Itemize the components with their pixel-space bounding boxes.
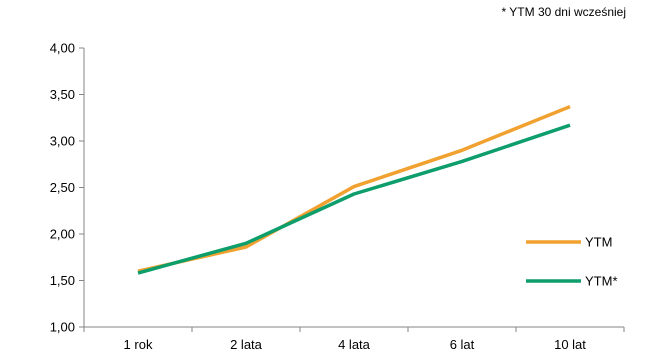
x-axis-ticks: 1 rok 2 lata 4 lata 6 lat 10 lat [83, 327, 625, 352]
y-axis-ticks: 1,00 1,50 2,00 2,50 3,00 3,50 4,00 [50, 41, 84, 335]
series-line-ytm [137, 104, 571, 273]
x-tick-label: 6 lat [450, 337, 475, 352]
chart-legend: YTM YTM* [526, 235, 618, 289]
y-tick-label: 1,00 [50, 320, 75, 335]
x-tick-label: 4 lata [338, 337, 371, 352]
legend-label: YTM [585, 235, 612, 250]
y-tick-label: 3,50 [50, 87, 75, 102]
y-tick-label: 4,00 [50, 41, 75, 56]
y-tick-label: 1,50 [50, 273, 75, 288]
y-tick-label: 2,50 [50, 180, 75, 195]
x-tick-label: 10 lat [554, 337, 586, 352]
footnote-label: * YTM 30 dni wcześniej [501, 5, 627, 19]
x-tick-label: 2 lata [230, 337, 263, 352]
series-line-ytmstar [137, 123, 571, 275]
x-tick-label: 1 rok [124, 337, 153, 352]
chart-series [137, 104, 571, 275]
legend-label: YTM* [585, 274, 618, 289]
y-tick-label: 3,00 [50, 134, 75, 149]
y-tick-label: 2,00 [50, 227, 75, 242]
